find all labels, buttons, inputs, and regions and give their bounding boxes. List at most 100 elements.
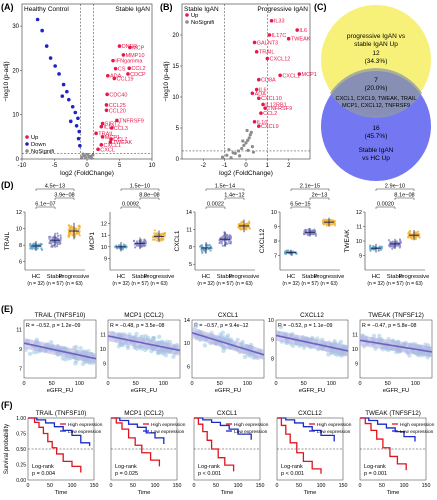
logrank-label: Log-rank [32, 464, 54, 470]
data-point [239, 228, 243, 231]
legend-marker [25, 149, 29, 153]
data-point-nosig [87, 155, 91, 159]
survival-curve-low [360, 417, 416, 442]
data-label: CCL19 [117, 76, 134, 82]
venn-set-2-label: Stable IgAN [359, 147, 394, 154]
x-tick-label: 0 [193, 483, 196, 489]
data-point [154, 236, 157, 239]
data-point-down [73, 110, 78, 115]
data-point-down [61, 82, 66, 87]
plot-frame [181, 3, 311, 160]
data-point [414, 231, 417, 234]
data-point [49, 235, 52, 238]
group-n-label: (n = 32) [27, 281, 45, 287]
data-point [225, 333, 231, 338]
data-point [78, 346, 83, 351]
venn-set-1-label: progressive IgAN vs [347, 33, 406, 40]
data-point [225, 233, 229, 237]
y-tick-label: 11 [101, 233, 107, 239]
y-tick-label: 11 [186, 227, 192, 233]
x-axis-label: Time [387, 490, 400, 496]
data-point [55, 245, 59, 248]
data-point [71, 226, 74, 229]
x-tick-label: 50 [49, 381, 55, 387]
data-point-nosig [246, 138, 250, 142]
data-point-nosig [241, 139, 245, 143]
data-label: TWEAK [291, 37, 311, 43]
legend-marker [25, 142, 29, 146]
survival-curve-high [28, 417, 82, 473]
x-tick-label: 0 [274, 381, 277, 387]
x-tick-label: 0 [244, 163, 248, 169]
x-tick-label: 150 [256, 483, 265, 489]
significance-bracket [290, 206, 311, 209]
data-point-up [109, 126, 114, 130]
legend-label-high: High expression [151, 422, 186, 428]
venn-intersection [330, 68, 422, 118]
x-tick-label: 5 [118, 163, 122, 169]
data-point [235, 337, 240, 343]
y-tick-label: 0.50 [16, 447, 26, 453]
data-label: CXCL9 [261, 124, 279, 130]
correlation-stat: R = −0.52, p = 1.2e−09 [26, 323, 81, 329]
data-point [52, 236, 55, 239]
data-point [248, 220, 251, 223]
data-point-down [68, 119, 73, 124]
y-tick-label: 10 [352, 347, 358, 353]
data-point-up [252, 40, 257, 45]
data-label: SIRT2 [105, 122, 121, 128]
x-axis-label: log2 (FoldChange) [60, 170, 114, 177]
p-value-label: 1.4e−12 [224, 193, 244, 199]
p-value-label: 3.9e−08 [54, 193, 74, 199]
significance-bracket [290, 188, 330, 191]
plot-title: MCP1 (CCL2) [124, 312, 164, 319]
data-point-up [99, 143, 104, 147]
logrank-label: Log-rank [364, 464, 386, 470]
venn-intersection-genes: CXCL1, CXCL9, TWEAK, TRAIL [336, 96, 417, 102]
group-n-label: (n = 57) [46, 281, 64, 287]
data-point [115, 244, 118, 247]
data-point [144, 241, 147, 245]
legend-label: NoSignifi [31, 149, 54, 155]
y-tick-label: 1.00 [16, 416, 26, 422]
data-point [333, 224, 337, 227]
data-point-up [100, 135, 105, 139]
y-tick-label: 8 [19, 243, 22, 249]
venn-set-2-pct: (45.7%) [365, 133, 388, 140]
data-point [242, 354, 248, 360]
x-axis-label: Time [221, 490, 234, 496]
p-value-label: 0.0020 [377, 202, 394, 208]
data-point [203, 247, 206, 251]
data-label: IL18 [104, 125, 115, 131]
group-n-label: (n = 57) [386, 281, 404, 287]
logrank-label: Log-rank [115, 464, 137, 470]
data-point-up [94, 131, 98, 136]
y-tick-label: 30 [12, 24, 19, 30]
data-point [58, 240, 61, 243]
data-label: MCP [132, 45, 145, 51]
data-point-nosig [245, 128, 249, 133]
data-point [221, 235, 225, 238]
data-point [372, 245, 375, 248]
data-point [49, 340, 54, 345]
y-tick-label: 9 [19, 347, 22, 353]
x-tick-label: 100 [68, 483, 77, 489]
data-point-down [74, 123, 79, 128]
x-tick-label: HC [32, 274, 40, 280]
data-point-down [57, 72, 61, 76]
data-point [229, 242, 232, 245]
x-tick-label: 150 [173, 483, 182, 489]
legend-label-high: High expression [317, 422, 352, 428]
regression-line [107, 335, 181, 352]
data-point [68, 228, 72, 231]
data-label: CXCL12 [270, 57, 291, 63]
p-value-label: 0.0022 [207, 202, 224, 208]
survival-curve-low [277, 417, 335, 442]
x-axis-label: eGFR_FU [383, 388, 409, 394]
data-point [199, 244, 202, 248]
data-point-down [65, 89, 69, 94]
significance-bracket [54, 197, 75, 200]
data-point [387, 239, 391, 242]
data-point [29, 242, 32, 245]
x-tick-label: 1 [266, 163, 270, 169]
